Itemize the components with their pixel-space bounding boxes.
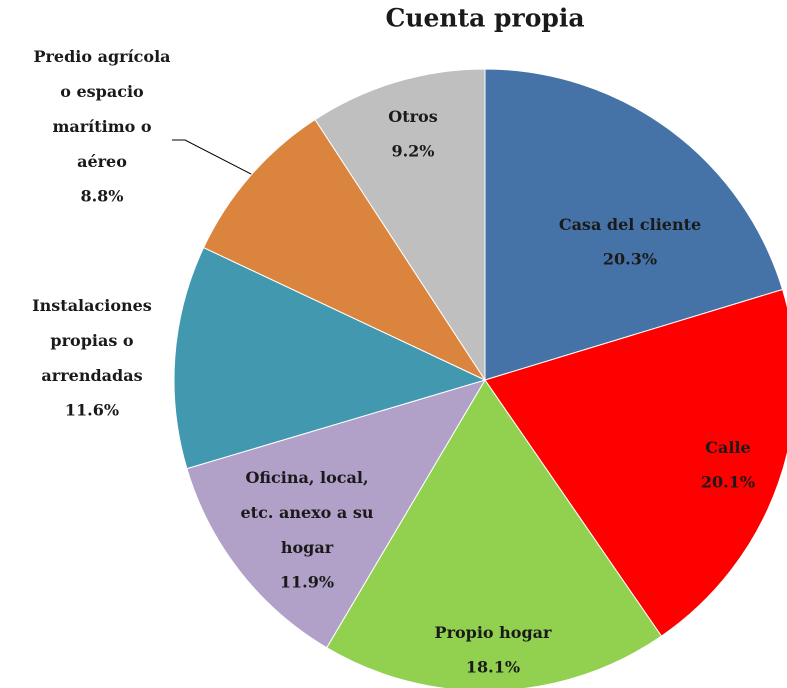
pie-slice (484, 288, 787, 637)
pie-slice (326, 379, 663, 688)
value-label: 9.2% (391, 142, 434, 161)
slice-label: Propio hogar (435, 623, 553, 642)
value-label: 8.8% (80, 187, 123, 206)
label-line: propias o (50, 331, 134, 350)
value-label: 11.6% (65, 401, 119, 420)
chart-title: Cuenta propia (385, 4, 584, 33)
slice-label: Calle (705, 438, 750, 457)
leader-line (172, 139, 256, 177)
label-line: aéreo (77, 152, 127, 171)
label-line: hogar (281, 538, 334, 557)
pie-slice (202, 118, 487, 382)
label-line: o espacio (60, 82, 144, 101)
label-line: etc. anexo a su (241, 503, 374, 522)
pie-slice (314, 68, 486, 382)
value-label: 20.1% (701, 473, 755, 492)
slice-label: Predio agrícola o espacio marítimo o aéreo (33, 47, 170, 171)
label-line: marítimo o (52, 117, 151, 136)
value-label: 11.9% (280, 573, 334, 592)
pie-slice (173, 246, 487, 470)
label-line: Propio hogar (435, 623, 553, 642)
label-line: Instalaciones (32, 296, 152, 315)
value-label: 20.3% (603, 250, 657, 269)
label-line: Casa del cliente (559, 215, 701, 234)
slice-label: Otros (388, 107, 437, 126)
pie-slice (484, 68, 784, 381)
label-line: Calle (705, 438, 750, 457)
label-line: Otros (388, 107, 437, 126)
slice-label: Instalaciones propias o arrendadas (32, 296, 152, 385)
value-label: 18.1% (466, 658, 520, 677)
label-line: Oficina, local, (245, 468, 368, 487)
label-line: Predio agrícola (33, 47, 170, 66)
label-line: arrendadas (41, 366, 142, 385)
slice-label: Casa del cliente (559, 215, 701, 234)
slice-label: Oficina, local, etc. anexo a su hogar (241, 468, 374, 557)
